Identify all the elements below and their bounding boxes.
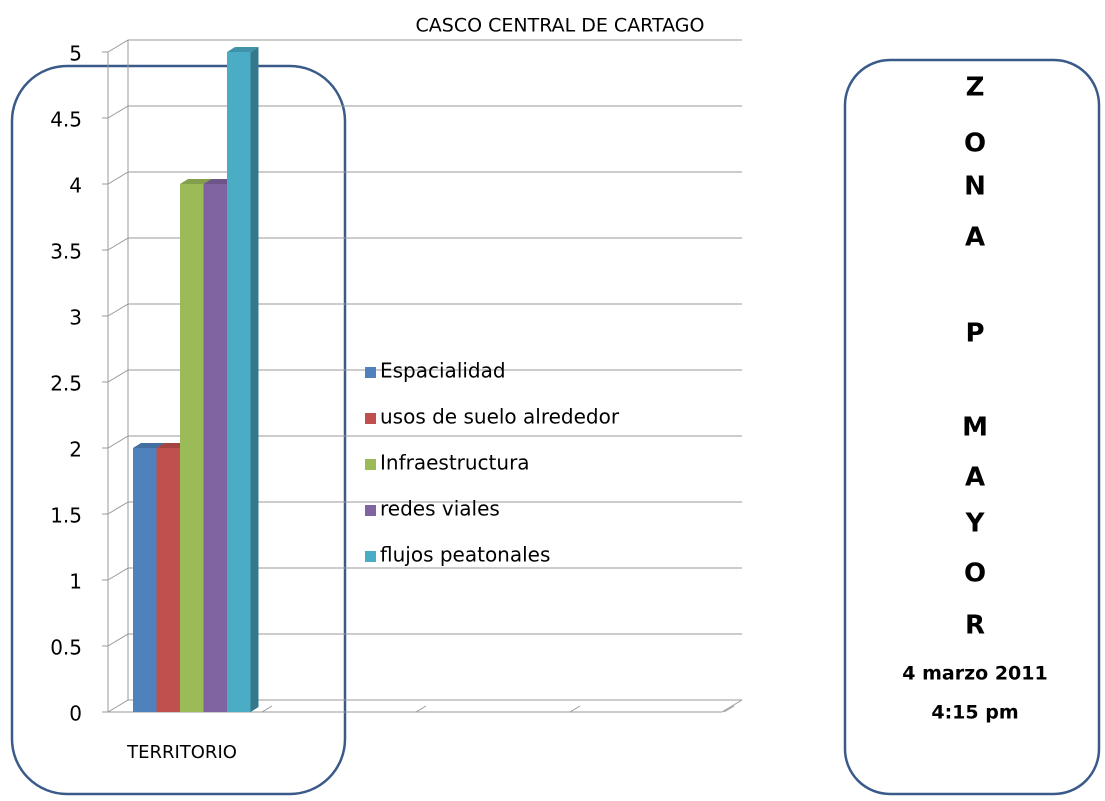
y-tick-label: 5	[69, 42, 82, 66]
grid-diagonal	[107, 105, 129, 119]
y-tick-label: 3	[69, 306, 82, 330]
bar-side	[250, 47, 259, 712]
bar-top	[180, 179, 212, 184]
grid-diagonal	[107, 567, 129, 581]
legend-swatch	[365, 505, 376, 516]
side-letter: Y	[965, 509, 986, 539]
legend-label: usos de suelo alrededor	[380, 405, 620, 429]
legend-swatch	[365, 551, 376, 562]
floor-divider	[569, 705, 581, 713]
grid-diagonal	[107, 369, 129, 383]
legend-swatch	[365, 413, 376, 424]
y-tick-label: 2	[69, 438, 82, 462]
bar-top	[227, 47, 259, 52]
left-frame	[10, 64, 347, 796]
grid-diagonal	[107, 39, 129, 53]
side-letter: A	[965, 463, 985, 493]
legend-swatch	[365, 367, 376, 378]
side-letter: M	[962, 413, 988, 443]
bar	[180, 184, 204, 712]
y-tick-label: 1	[69, 570, 82, 594]
bar-top	[133, 443, 165, 448]
y-tick-label: 0	[69, 702, 82, 726]
bar	[156, 448, 180, 712]
side-letter: Z	[966, 73, 985, 103]
bar	[133, 448, 157, 712]
floor-divider	[723, 705, 735, 713]
floor-divider	[261, 705, 273, 713]
chart-title: CASCO CENTRAL DE CARTAGO	[416, 15, 705, 37]
y-tick-label: 4.5	[50, 108, 82, 132]
y-tick-label: 0.5	[50, 636, 82, 660]
right-frame	[843, 58, 1101, 796]
grid-diagonal	[107, 633, 129, 647]
grid-diagonal	[107, 303, 129, 317]
y-tick-label: 4	[69, 174, 82, 198]
side-date: 4 marzo 2011	[902, 663, 1047, 685]
grid-diagonal	[107, 501, 129, 515]
legend-label: flujos peatonales	[380, 543, 550, 567]
x-tick-label: TERRITORIO	[126, 742, 237, 763]
legend-label: redes viales	[380, 497, 500, 521]
side-letter: A	[965, 223, 985, 253]
grid-diagonal	[107, 171, 129, 185]
grid-diagonal	[107, 699, 129, 713]
bar	[227, 52, 251, 712]
side-letter: O	[964, 559, 986, 589]
side-letter: N	[964, 172, 986, 202]
y-tick-label: 2.5	[50, 372, 82, 396]
side-letter: P	[965, 319, 984, 349]
legend-label: Infraestructura	[380, 451, 530, 475]
floor-right	[721, 699, 743, 713]
legend-label: Espacialidad	[380, 359, 506, 383]
plot-area: 0 0.5 1 1.5 2 2.5 3 3.5 4 4.5 5 TERRITORIO Espaciali…	[50, 39, 743, 763]
grid-diagonal	[107, 237, 129, 251]
floor-divider	[415, 705, 427, 713]
y-tick-label: 1.5	[50, 504, 82, 528]
bar	[203, 184, 227, 712]
side-time: 4:15 pm	[931, 702, 1018, 724]
y-tick-label: 3.5	[50, 240, 82, 264]
grid-diagonal	[107, 435, 129, 449]
side-letter: R	[965, 611, 985, 641]
side-letter: O	[964, 129, 986, 159]
legend-swatch	[365, 459, 376, 470]
